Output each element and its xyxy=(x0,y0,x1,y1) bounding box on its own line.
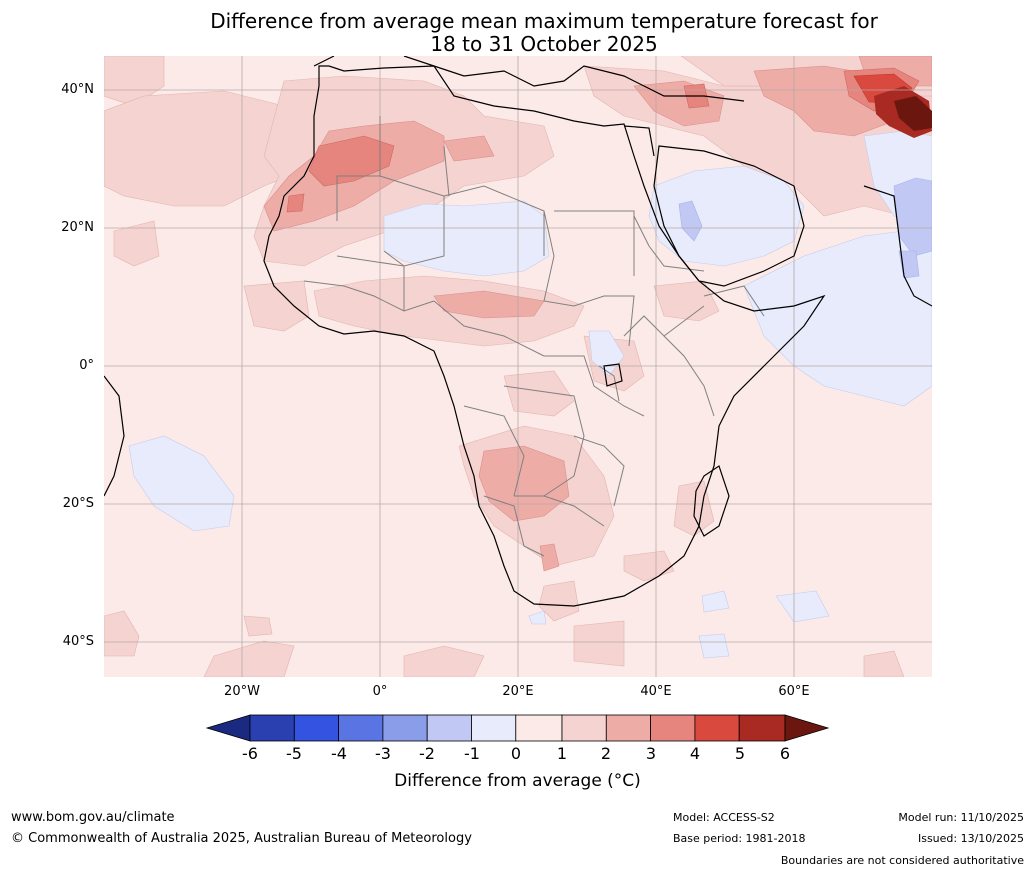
colorbar-segment-under xyxy=(205,714,251,742)
colorbar-segment xyxy=(293,714,339,742)
lat-label-0: 0° xyxy=(79,358,94,373)
website-link[interactable]: www.bom.gov.au/climate xyxy=(11,810,175,825)
colorbar-tick: 1 xyxy=(556,744,568,763)
model-text: Model: ACCESS-S2 xyxy=(673,811,775,824)
lon-label-20w: 20°W xyxy=(224,684,260,699)
colorbar-tick: -2 xyxy=(419,744,435,763)
madagascar-coast xyxy=(693,465,730,537)
colorbar-tick: 3 xyxy=(645,744,657,763)
colorbar-segment xyxy=(650,714,696,742)
lon-label-40e: 40°E xyxy=(640,684,672,699)
colorbar-segment xyxy=(338,714,384,742)
colorbar-segment xyxy=(426,714,472,742)
chart-title: Difference from average mean maximum tem… xyxy=(104,10,984,56)
africa-coast xyxy=(263,65,826,607)
colorbar-segment xyxy=(471,714,517,742)
colorbar-tick: 4 xyxy=(689,744,701,763)
map-svg xyxy=(104,56,932,677)
colorbar-segment xyxy=(382,714,428,742)
colorbar-segment xyxy=(738,714,786,742)
arabia-coast xyxy=(653,145,805,287)
colorbar-label: Difference from average (°C) xyxy=(394,771,641,791)
lon-label-60e: 60°E xyxy=(778,684,810,699)
issued-text: Issued: 13/10/2025 xyxy=(917,832,1024,845)
lon-label-20e: 20°E xyxy=(502,684,534,699)
colorbar-tick: -6 xyxy=(242,744,258,763)
colorbar-tick: -3 xyxy=(375,744,391,763)
colorbar-tick: -1 xyxy=(464,744,480,763)
disclaimer-text: Boundaries are not considered authoritat… xyxy=(780,854,1024,867)
lake-victoria xyxy=(603,363,623,387)
colorbar-segment xyxy=(249,714,295,742)
colorbar-segment xyxy=(605,714,651,742)
colorbar-segment xyxy=(561,714,607,742)
colorbar-tick: -4 xyxy=(331,744,347,763)
south-america-coast xyxy=(104,375,125,497)
colorbar-tick: 5 xyxy=(734,744,746,763)
lat-label-40s: 40°S xyxy=(62,634,94,649)
lat-label-20s: 20°S xyxy=(62,496,94,511)
title-line-2: 18 to 31 October 2025 xyxy=(430,32,658,56)
colorbar-tick: 2 xyxy=(600,744,612,763)
lat-label-40n: 40°N xyxy=(61,82,94,97)
colorbar-segment-over xyxy=(784,714,830,742)
forecast-map xyxy=(104,56,932,677)
colorbar-tick: 6 xyxy=(779,744,791,763)
base-period-text: Base period: 1981-2018 xyxy=(673,832,806,845)
sinai xyxy=(623,125,655,157)
title-line-1: Difference from average mean maximum tem… xyxy=(210,9,878,33)
country-borders xyxy=(303,116,765,557)
anomaly-minus-1-2 xyxy=(678,177,932,279)
coastlines xyxy=(104,56,932,607)
anomaly-over-6 xyxy=(894,96,932,131)
colorbar-segment xyxy=(515,714,563,742)
europe-coast xyxy=(313,56,745,102)
colorbar-tick: 0 xyxy=(510,744,522,763)
lat-label-20n: 20°N xyxy=(61,220,94,235)
india-coast xyxy=(863,185,932,307)
model-run-text: Model run: 11/10/2025 xyxy=(898,811,1024,824)
lon-label-0: 0° xyxy=(372,684,388,699)
colorbar-segments xyxy=(205,714,830,742)
colorbar-tick: -5 xyxy=(286,744,302,763)
colorbar-segment xyxy=(694,714,740,742)
copyright-text: © Commonwealth of Australia 2025, Austra… xyxy=(11,831,472,846)
